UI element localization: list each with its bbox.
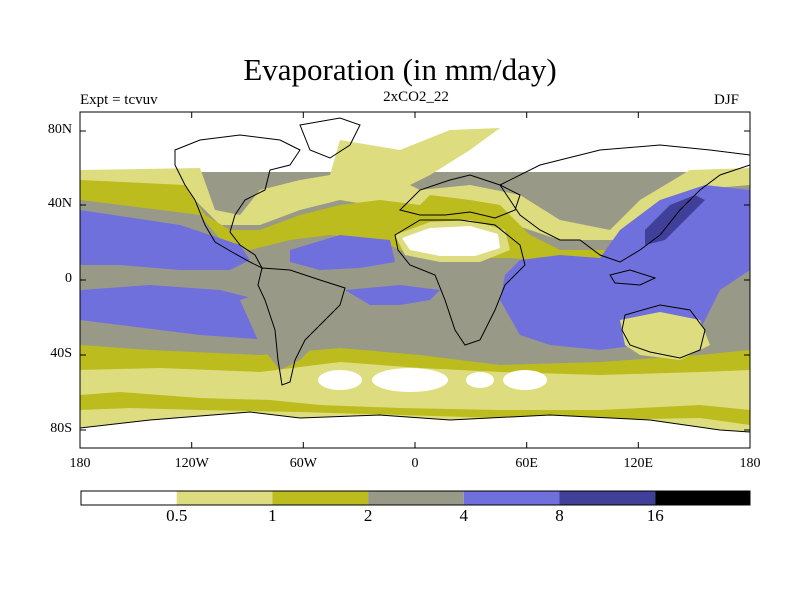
- samerica-2-4: [240, 290, 330, 370]
- africa-coast: [394, 219, 526, 346]
- southern-low-patch: [503, 370, 547, 390]
- north-1-2-band: [80, 180, 750, 262]
- greenland-coast: [299, 117, 361, 159]
- southern-low-patch: [466, 372, 494, 388]
- antarctica-coast: [80, 411, 750, 433]
- colorbar-label: 4: [459, 506, 469, 525]
- kuroshio-8-16: [645, 195, 705, 245]
- npacific-4-8: [80, 210, 250, 270]
- lon-label-60e: 60E: [515, 456, 538, 471]
- lat-label-80s: 80S: [50, 421, 72, 436]
- asia-coast: [499, 144, 750, 263]
- southern-low-patch: [318, 370, 362, 390]
- north-america-coast: [174, 134, 301, 270]
- lon-label-120w: 120W: [174, 456, 209, 471]
- colorbar-label: 8: [555, 506, 564, 525]
- colorbar-frame: [80, 490, 751, 506]
- season-label: DJF: [714, 92, 740, 108]
- natlantic-4-8: [290, 235, 395, 270]
- colorbar-swatch: [272, 491, 369, 505]
- colorbar-swatch: [463, 491, 560, 505]
- colorbar-label: 2: [363, 506, 373, 525]
- coastlines: [80, 117, 750, 433]
- lon-label-180w: 180: [69, 456, 91, 471]
- evaporation-field: [80, 112, 750, 448]
- europe-coast: [399, 174, 521, 219]
- australia-0.5-1: [620, 312, 710, 360]
- lon-label-180e: 180: [739, 456, 761, 471]
- australia-coast: [621, 304, 706, 359]
- sahara-below-0.5: [402, 226, 500, 256]
- colorbar-label: 1: [268, 506, 277, 525]
- south-america-coast: [257, 267, 346, 386]
- colorbar-swatch: [559, 491, 656, 505]
- map-title: Evaporation (in mm/day): [243, 52, 557, 87]
- subtitle: 2xCO2_22: [383, 89, 449, 105]
- antarctica-low: [80, 412, 750, 448]
- colorbar-swatch: [368, 491, 464, 505]
- lon-label-120e: 120E: [623, 456, 654, 471]
- north-0.5-1-band: [80, 128, 750, 240]
- axis-ticks: [80, 112, 750, 448]
- satlantic-4-8: [345, 285, 440, 305]
- colorbar-label: 0.5: [166, 506, 188, 525]
- lat-label-40s: 40S: [50, 346, 72, 361]
- colorbar-swatch: [655, 491, 750, 505]
- experiment-label: Expt = tcvuv: [80, 92, 158, 108]
- colorbar-label: 16: [646, 506, 664, 525]
- lat-label-40n: 40N: [47, 196, 72, 211]
- lon-label-60w: 60W: [289, 456, 317, 471]
- lat-label-80n: 80N: [47, 122, 72, 137]
- southern-low-patch: [372, 368, 448, 392]
- indopacific-4-8: [500, 185, 750, 350]
- colorbar: [80, 490, 751, 506]
- colorbar-swatch: [81, 491, 177, 505]
- lon-label-0: 0: [411, 456, 419, 471]
- lat-label-eq: 0: [65, 271, 72, 286]
- indonesia-coast: [609, 269, 657, 286]
- colorbar-swatch: [176, 491, 273, 505]
